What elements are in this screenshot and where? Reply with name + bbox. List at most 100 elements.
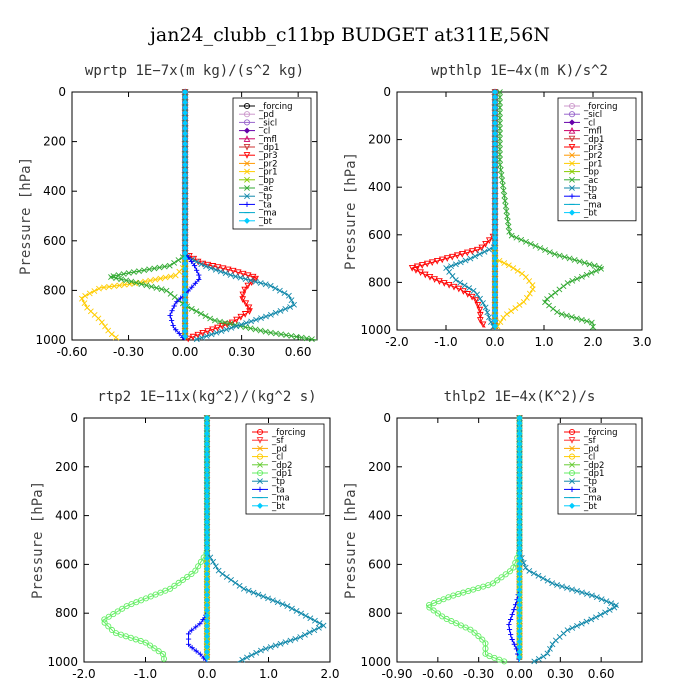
series-marker <box>526 278 533 285</box>
series-marker <box>212 317 218 324</box>
series-marker <box>192 280 198 286</box>
series-marker <box>163 287 170 294</box>
legend-label: _bp <box>583 168 599 178</box>
series-marker <box>315 624 322 631</box>
x-tick-label: 0.00 <box>172 345 199 359</box>
series-marker <box>530 570 537 577</box>
series-marker <box>509 636 515 643</box>
series-marker <box>277 640 284 647</box>
series-marker <box>472 253 479 260</box>
series-marker <box>573 315 580 322</box>
series-marker <box>485 237 493 244</box>
series-marker <box>479 321 487 329</box>
series-marker <box>293 608 300 614</box>
series-marker <box>269 597 276 604</box>
series-marker <box>302 612 309 619</box>
series-marker <box>608 600 615 607</box>
series-marker <box>128 278 135 285</box>
series-marker <box>242 276 249 282</box>
series-marker <box>244 654 250 661</box>
series-marker <box>222 319 228 326</box>
panel-4: thlp2 1E−4x(K^2)/s Pressure [hPa] -0.90 -0.… <box>343 389 643 681</box>
series-marker <box>583 618 590 625</box>
series-marker <box>496 115 503 121</box>
legend-marker <box>244 160 250 167</box>
legend-label: _bt <box>583 209 598 219</box>
series-marker <box>157 275 164 282</box>
legend-label: _dp1 <box>583 135 604 145</box>
series-marker <box>561 254 568 260</box>
series-marker <box>239 296 247 303</box>
series-marker <box>288 297 295 304</box>
series-marker <box>167 312 173 319</box>
series-marker <box>202 313 209 319</box>
series-marker <box>276 287 283 294</box>
series-marker <box>504 218 511 225</box>
legend-marker <box>568 143 576 151</box>
y-tick-label: 1000 <box>360 323 391 337</box>
series-marker <box>153 284 160 291</box>
panel-1: wprtp 1E−7x(m kg)/(s^2 kg) Pressure [hPa]… <box>18 63 318 359</box>
series-line <box>80 92 186 341</box>
series-marker <box>486 314 492 321</box>
series-pr1 <box>492 89 536 331</box>
series-marker <box>480 300 486 306</box>
series-marker <box>229 267 237 275</box>
series-marker <box>542 299 548 306</box>
series-marker <box>502 571 509 578</box>
legend-label: _pr2 <box>258 159 278 169</box>
series-marker <box>262 645 269 652</box>
legend-marker <box>569 160 575 167</box>
series-marker <box>568 314 575 320</box>
series-marker <box>111 283 118 289</box>
series-marker <box>603 598 610 605</box>
legend-marker <box>568 135 576 143</box>
series-marker <box>522 274 529 280</box>
series-marker <box>498 574 505 581</box>
series-marker <box>549 641 556 648</box>
x-tick-label: -0.30 <box>113 345 144 359</box>
series-marker <box>546 302 552 309</box>
series-pr1 <box>78 89 188 341</box>
legend-marker <box>568 428 576 436</box>
legend-label: _ta <box>583 192 597 202</box>
series-marker <box>228 324 235 331</box>
series-marker <box>501 192 508 199</box>
series-marker <box>223 321 231 328</box>
series-marker <box>544 296 551 302</box>
series-marker <box>242 300 250 308</box>
series-marker <box>312 617 318 624</box>
legend-marker <box>569 185 575 191</box>
series-marker <box>508 308 515 315</box>
series-marker <box>133 279 140 286</box>
series-marker <box>219 265 227 273</box>
legend-label: _forcing <box>271 428 306 438</box>
series-marker <box>217 268 224 275</box>
series-marker <box>172 272 179 279</box>
series-marker <box>307 615 314 622</box>
series-marker <box>223 574 230 580</box>
series-marker <box>208 265 214 271</box>
panel-title: thlp2 1E−4x(K^2)/s <box>444 389 596 405</box>
series-marker <box>101 619 108 626</box>
series-marker <box>549 580 556 587</box>
series-marker <box>496 89 503 95</box>
series-marker <box>496 109 503 116</box>
legend-marker <box>569 176 575 183</box>
series-marker <box>486 246 493 253</box>
series-marker <box>506 228 513 235</box>
series-marker <box>597 611 604 618</box>
y-tick-label: 400 <box>368 509 391 523</box>
series-marker <box>474 291 481 298</box>
legend-label: _cl <box>271 453 283 463</box>
series-marker <box>417 269 424 277</box>
legend-box <box>245 423 325 515</box>
series-marker <box>443 255 451 262</box>
series-marker <box>227 320 234 327</box>
series-marker <box>209 326 216 334</box>
series-marker <box>544 650 551 657</box>
series-marker <box>481 248 488 255</box>
series-marker <box>497 161 504 168</box>
series-marker <box>579 589 585 596</box>
series-marker <box>433 257 441 265</box>
